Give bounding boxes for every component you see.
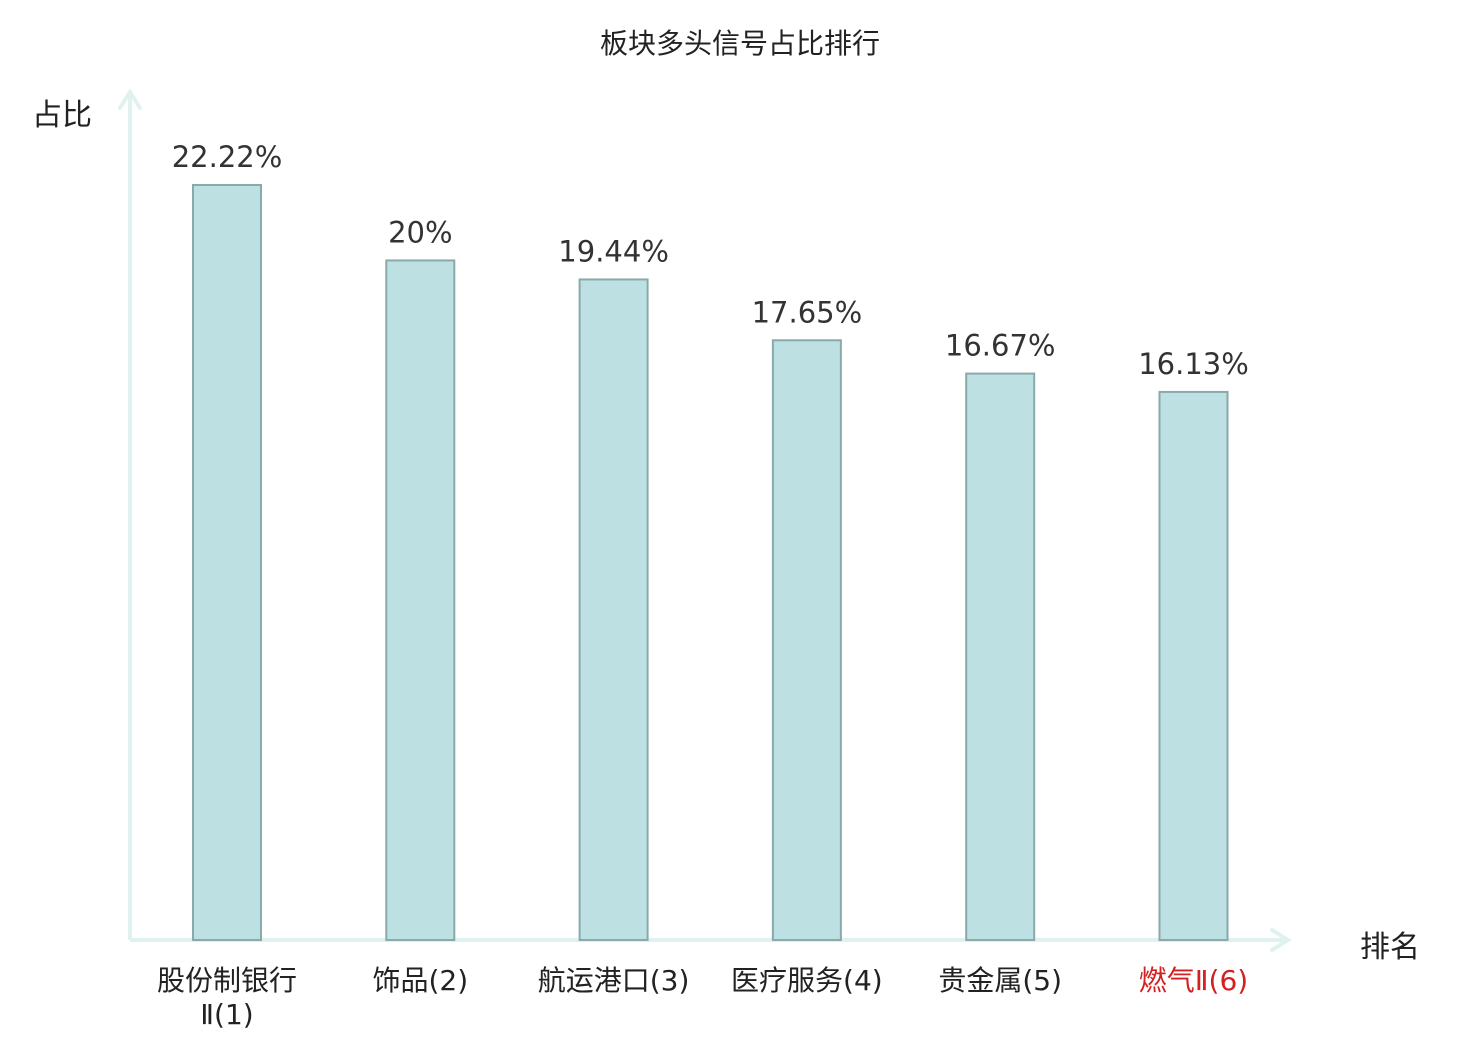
y-axis-label: 占比 — [32, 98, 92, 133]
x-axis-label: 排名 — [1360, 930, 1420, 965]
x-tick-label-3: 航运港口(3) — [537, 964, 690, 997]
x-tick-label-1: 股份制银行Ⅱ(1) — [157, 964, 298, 1031]
bar-4 — [771, 339, 842, 942]
bar-5 — [965, 372, 1036, 942]
bar-6 — [1158, 390, 1229, 941]
x-tick-label-4: 医疗服务(4) — [731, 964, 883, 997]
data-label-5: 16.67% — [945, 329, 1056, 363]
data-label-4: 17.65% — [752, 295, 863, 329]
x-axis-arrow — [1270, 928, 1292, 952]
data-label-2: 20% — [388, 215, 452, 249]
bar-3 — [578, 278, 649, 941]
x-tick-label-5: 贵金属(5) — [938, 964, 1063, 997]
chart-title: 板块多头信号占比排行 — [599, 27, 880, 60]
x-tick-label-6: 燃气Ⅱ(6) — [1138, 964, 1249, 997]
bar-1 — [192, 184, 262, 941]
y-axis-arrow — [118, 88, 142, 110]
x-tick-label-2: 饰品(2) — [372, 964, 469, 997]
data-label-3: 19.44% — [558, 234, 669, 268]
data-label-1: 22.22% — [172, 140, 283, 174]
bar-2 — [385, 259, 456, 941]
data-label-6: 16.13% — [1138, 347, 1249, 381]
